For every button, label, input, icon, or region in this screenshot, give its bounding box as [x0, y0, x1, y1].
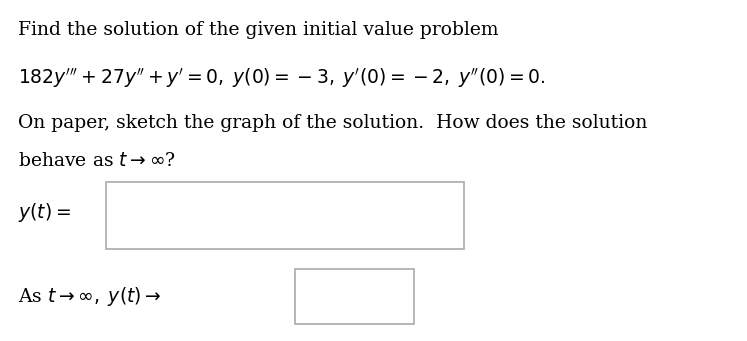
Text: $y(t) =$: $y(t) =$	[18, 201, 71, 224]
Text: As $t \to \infty, \; y(t) \to$: As $t \to \infty, \; y(t) \to$	[18, 285, 161, 308]
Text: behave as $t \to \infty$?: behave as $t \to \infty$?	[18, 152, 176, 170]
FancyBboxPatch shape	[105, 182, 465, 249]
Text: $182y''' + 27y'' + y' = 0, \; y(0) = -3, \; y'(0) = -2, \; y''(0) = 0.$: $182y''' + 27y'' + y' = 0, \; y(0) = -3,…	[18, 66, 545, 90]
Text: On paper, sketch the graph of the solution.  How does the solution: On paper, sketch the graph of the soluti…	[18, 114, 647, 132]
Text: Find the solution of the given initial value problem: Find the solution of the given initial v…	[18, 21, 498, 39]
FancyBboxPatch shape	[295, 269, 414, 324]
